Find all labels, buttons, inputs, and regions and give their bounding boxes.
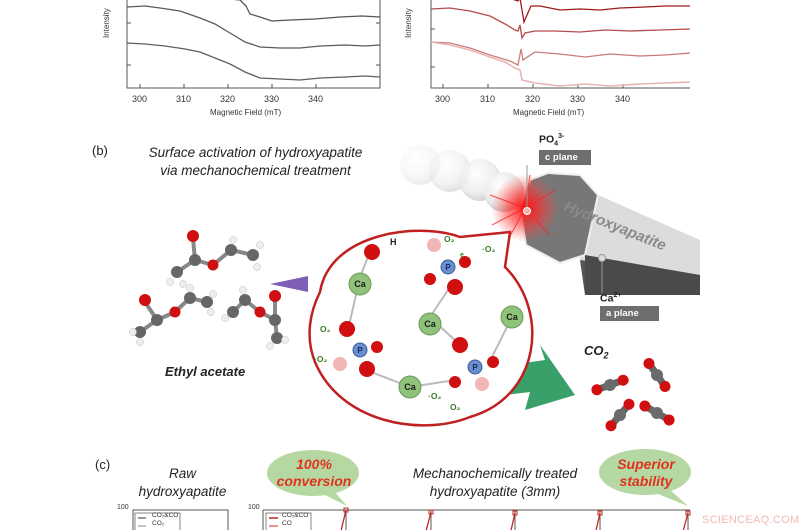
o2-radical-text: ·O₂ [314,354,327,364]
x-tick: 300 [435,94,451,104]
x-tick: 340 [615,94,631,104]
o2-text: O₂ [444,234,455,244]
stability-bubble-text: Superior stability [617,456,675,489]
p-text: P [472,363,478,372]
co2-label: CO2 [584,343,609,361]
o2-radical-text: ·O₂ [428,391,441,401]
treated-conversion-chart [262,507,691,530]
x-axis-label: Magnetic Field (mT) [210,108,282,117]
conversion-bubble-text: 100% conversion [276,456,352,489]
raw-conversion-chart [132,509,229,530]
raw-legend-1: CO₂&CO [152,512,179,519]
raw-title: Raw hydroxyapatite [138,466,227,499]
p-text: P [357,346,363,355]
po4-label: PO43- [539,133,565,148]
x-tick: 300 [132,94,148,104]
ca-text: Ca [354,279,366,289]
c-plane-tag: c plane [539,150,591,165]
ca-ion-label: Ca2+ [600,292,622,305]
conversion-bubble-shape [267,450,359,506]
o2-radical-text: ·O₂ [482,244,495,254]
epr-chart-treated: Intensity 300 310 320 330 340 Magnetic F… [400,0,690,125]
ca-text: Ca [424,319,436,329]
hydroxyapatite-crystal-illustration [400,145,700,295]
x-tick: 310 [480,94,496,104]
x-tick: 320 [220,94,236,104]
watermark: SCIENCEAQ.COM [702,514,800,526]
x-tick: 330 [264,94,280,104]
panel-b-title-line1: Surface activation of hydroxyapatite [148,145,363,160]
panel-c-label: (c) [95,457,111,472]
ca-text: Ca [506,312,518,322]
surface-activation-bubble: Ca Ca Ca Ca P P P H O₂ ·O₂ O₂ ·O₂ ·O₂ O₂… [308,229,534,427]
x-tick: 310 [176,94,192,104]
treated-title: Mechanochemically treated hydroxyapatite… [412,466,578,499]
green-arrow [505,345,575,410]
epr-plot-treated [430,0,690,89]
raw-ytick-100: 100 [117,504,129,511]
o2-text: O₂ [320,324,331,334]
ca-text: Ca [404,382,416,392]
panel-a: Intensity 300 310 320 330 340 Magnetic F… [0,0,800,125]
purple-wedge-arrow [270,276,308,292]
o2-text: O₂ [450,402,461,412]
ethyl-acetate-molecules [129,230,289,350]
electron-text: e [460,252,464,259]
raw-legend-2: CO₂ [152,520,165,527]
ethyl-acetate-label: Ethyl acetate [165,364,246,379]
epr-chart-raw: Intensity 300 310 320 330 340 Magnetic F… [100,0,390,125]
treated-ytick-100: 100 [248,504,260,511]
x-tick: 330 [570,94,586,104]
stability-bubble-shape [599,449,691,506]
epr-plot-raw [126,0,381,89]
co2-molecules [591,358,675,432]
panel-b-label: (b) [92,143,108,158]
x-tick: 340 [308,94,324,104]
panel-b-title: Surface activation of hydroxyapatite via… [128,144,383,180]
treated-legend-1: CO₂&CO [282,512,309,519]
x-tick: 320 [525,94,541,104]
p-text: P [445,263,451,272]
h-text: H [390,237,397,247]
ca-atoms [348,272,524,399]
treated-legend-2: CO [282,520,292,527]
panel-b-title-line2: via mechanochemical treatment [160,163,351,178]
x-axis-label: Magnetic Field (mT) [513,108,585,117]
a-plane-tag: a plane [600,306,659,321]
